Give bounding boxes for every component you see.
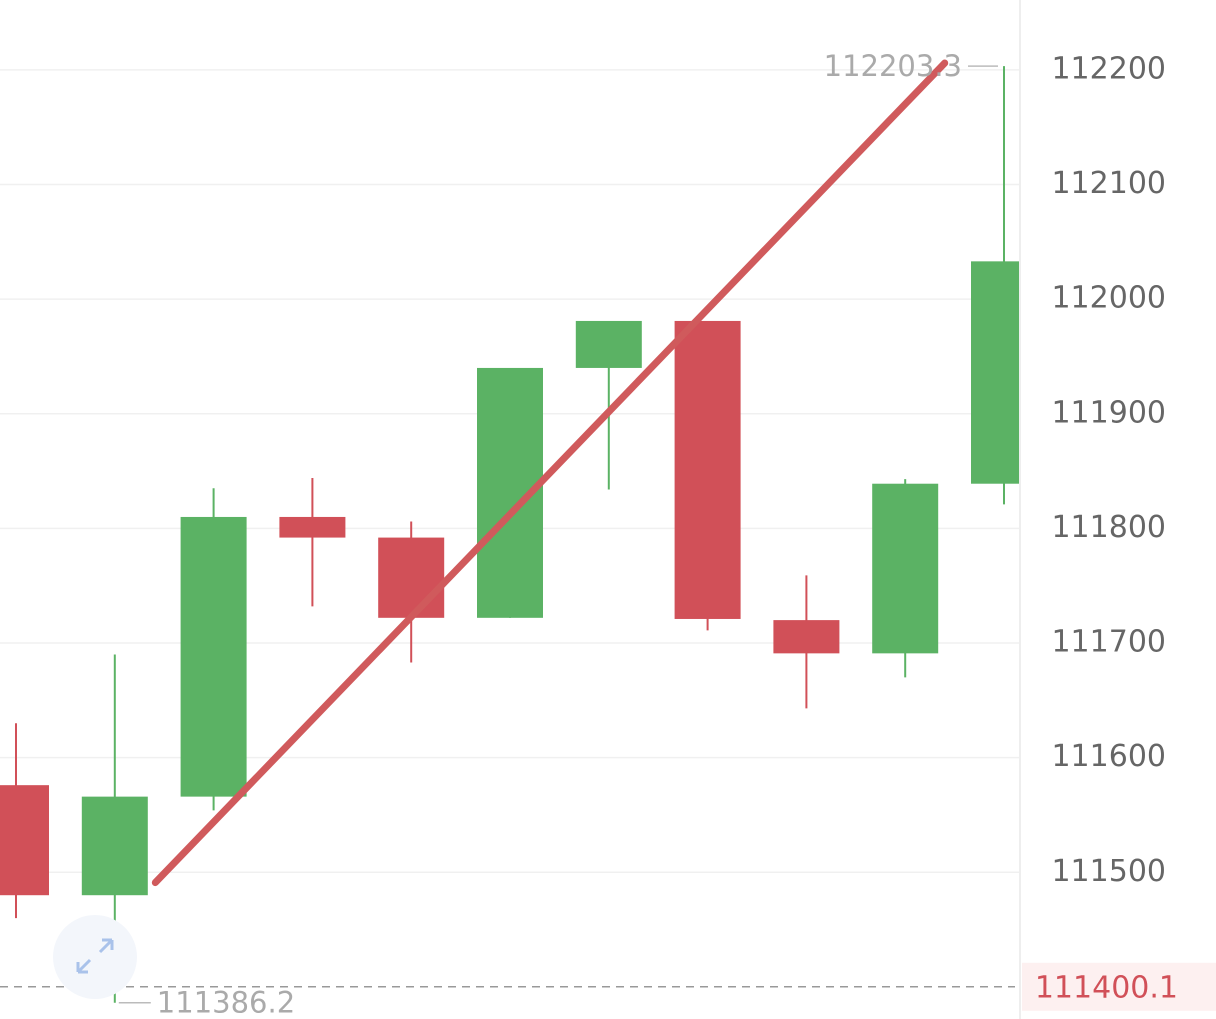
last-price-box — [1022, 962, 1216, 1011]
candle-body — [674, 320, 741, 619]
candle-body — [872, 483, 939, 654]
y-tick-label: 111900 — [1051, 395, 1166, 430]
y-tick-label: 111600 — [1051, 739, 1166, 774]
y-tick-label: 112000 — [1051, 281, 1166, 316]
candle-body — [575, 320, 642, 368]
axis-panel — [1020, 0, 1216, 1019]
high-label: 112203.3 — [824, 49, 962, 83]
y-tick-label: 111500 — [1051, 854, 1166, 889]
candle-body — [773, 620, 840, 654]
last-price-label: 111400.1 — [1035, 970, 1178, 1005]
candle-body — [0, 785, 49, 896]
y-tick-label: 111800 — [1051, 510, 1166, 545]
y-tick-label: 112200 — [1051, 51, 1166, 86]
candle-body — [378, 537, 445, 618]
candle-body — [279, 516, 346, 538]
trend-line — [151, 59, 949, 887]
y-tick-label: 111700 — [1051, 625, 1166, 660]
low-label: 111386.2 — [157, 986, 295, 1019]
y-tick-label: 112100 — [1051, 166, 1166, 201]
expand-button[interactable] — [53, 915, 137, 999]
candle-body — [81, 796, 148, 896]
candle-body — [180, 516, 247, 797]
expand-icon — [76, 938, 114, 974]
expand-circle — [53, 915, 137, 999]
